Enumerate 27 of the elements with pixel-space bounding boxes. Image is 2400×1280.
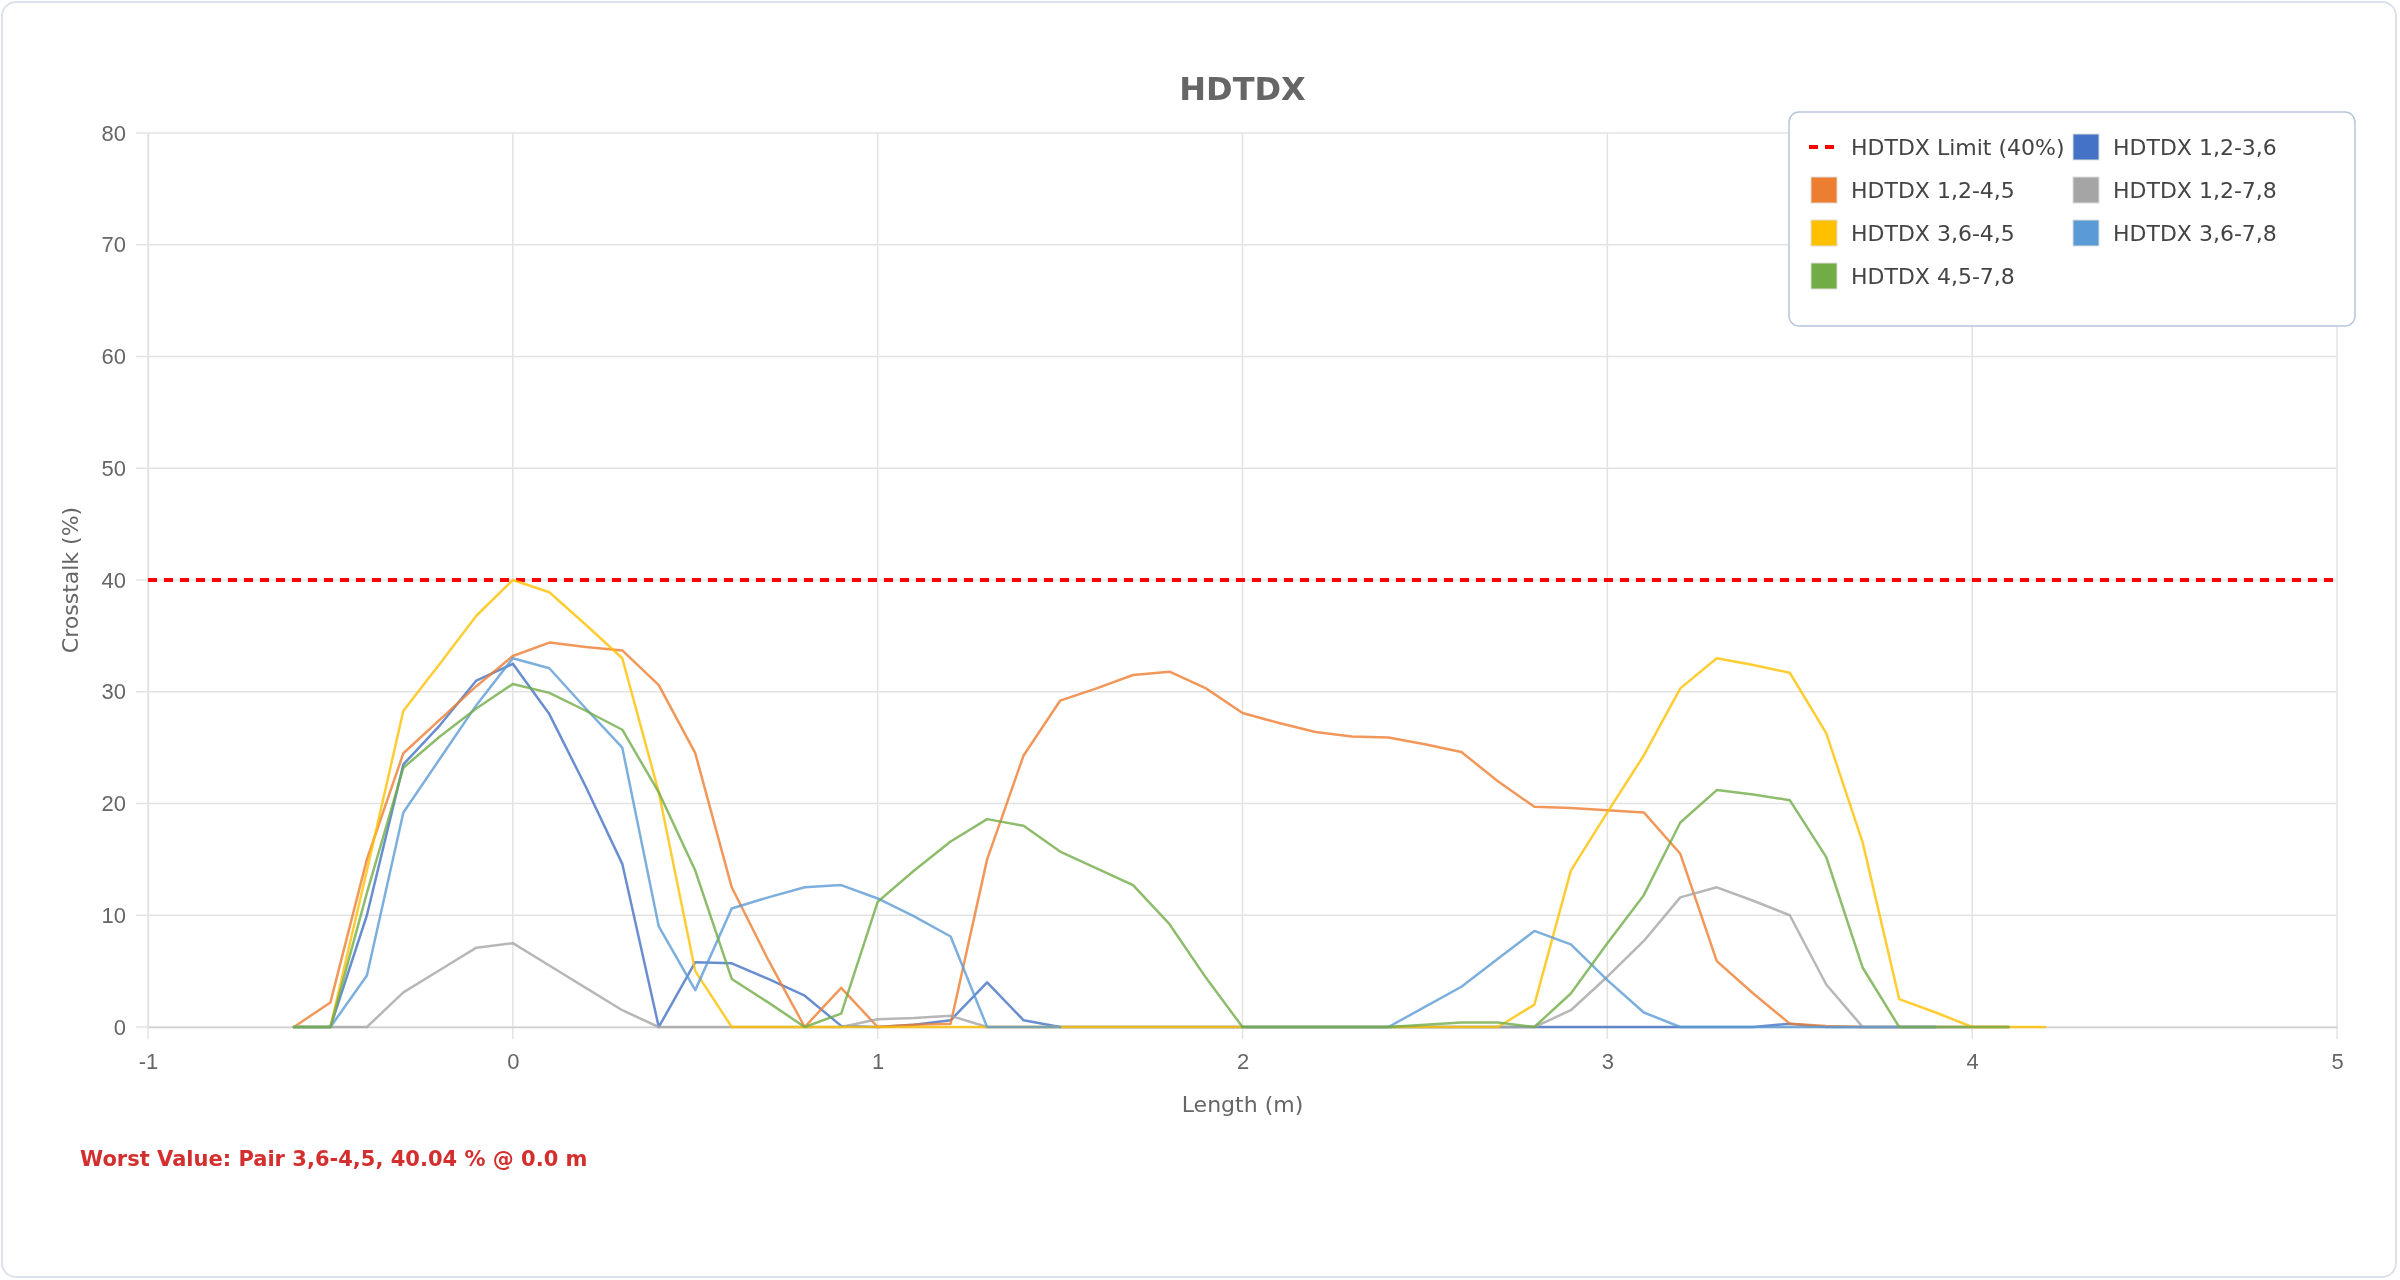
- legend-label: HDTDX 3,6-7,8: [2113, 221, 2277, 246]
- x-tick-label: -1: [138, 1048, 159, 1074]
- x-tick-label: 4: [1966, 1048, 1979, 1074]
- x-tick-label: 1: [872, 1048, 885, 1074]
- x-tick-label: 5: [2331, 1048, 2344, 1074]
- x-tick-label: 2: [1236, 1048, 1250, 1074]
- y-tick-label: 60: [101, 344, 126, 370]
- legend-label: HDTDX 1,2-4,5: [1851, 178, 2015, 203]
- x-tick-label: 0: [507, 1048, 520, 1074]
- y-tick-label: 20: [101, 791, 126, 817]
- x-tick-label: 3: [1601, 1048, 1614, 1074]
- y-tick-label: 0: [113, 1014, 126, 1040]
- y-tick-label: 70: [101, 232, 126, 258]
- legend-label: HDTDX 4,5-7,8: [1851, 264, 2015, 289]
- legend-label: HDTDX 3,6-4,5: [1851, 221, 2015, 246]
- legend-label: HDTDX 1,2-3,6: [2113, 135, 2277, 160]
- y-axis-title: Crosstalk (%): [58, 506, 83, 654]
- text: Worst Value: Pair 3,6-4,5, 40.04 % @ 0.0 m: [80, 1147, 588, 1171]
- legend-label: HDTDX 1,2-7,8: [2113, 178, 2277, 203]
- x-axis-title: Length (m): [1181, 1092, 1304, 1117]
- chart-title: HDTDX: [1179, 70, 1307, 108]
- legend-label: HDTDX Limit (40%): [1851, 135, 2065, 160]
- y-tick-label: 10: [101, 902, 126, 928]
- y-tick-label: 50: [101, 455, 126, 481]
- y-tick-label: 40: [101, 567, 126, 593]
- y-tick-label: 80: [101, 120, 126, 146]
- y-tick-label: 30: [101, 679, 126, 705]
